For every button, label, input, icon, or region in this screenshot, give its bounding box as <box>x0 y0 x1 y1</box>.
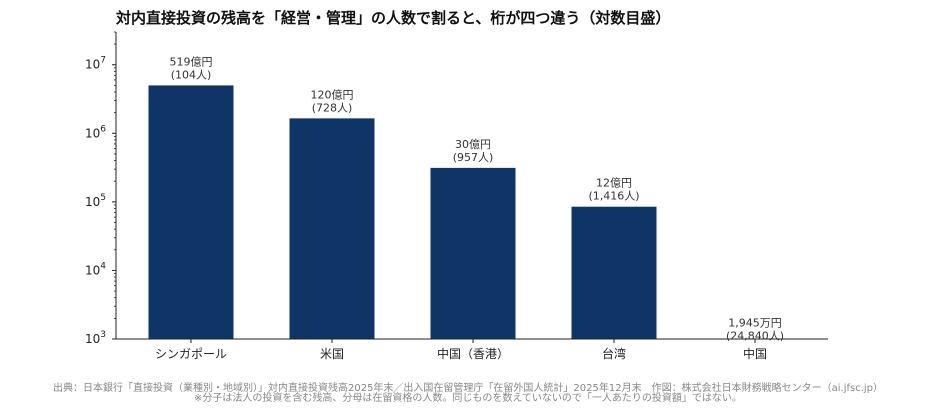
data-label-count: (728人) <box>312 101 353 114</box>
y-tick-label: 103 <box>85 330 106 346</box>
x-tick-label: 中国（香港） <box>437 346 509 361</box>
y-axis: 103 104 105 106 107 <box>85 31 117 346</box>
data-label-amount: 12億円 <box>596 177 632 190</box>
source-note: 出典：日本銀行「直接投資（業種別・地域別）」対内直接投資残高2025年末／出入国… <box>53 381 883 394</box>
bar <box>289 118 375 340</box>
bar <box>571 206 657 339</box>
y-tick-label: 105 <box>85 193 106 209</box>
y-tick-label: 107 <box>85 56 106 72</box>
data-label-count: (104人) <box>171 68 212 81</box>
footnote: ※分子は法人の投資を含む残高、分母は在留資格の人数。同じものを数えていないので「… <box>194 391 742 404</box>
data-label-count: (957人) <box>453 151 494 164</box>
data-label-amount: 30億円 <box>455 138 491 151</box>
x-tick-label: 台湾 <box>602 346 626 361</box>
x-tick-label: 中国 <box>743 346 767 361</box>
chart-title: 対内直接投資の残高を「経営・管理」の人数で割ると、桁が四つ違う（対数目盛） <box>115 9 670 27</box>
bar <box>148 85 234 339</box>
x-tick-label: シンガポール <box>155 347 227 361</box>
bars-group <box>148 85 657 340</box>
data-label-count: (1,416人) <box>588 190 639 203</box>
data-label-amount: 120億円 <box>311 88 354 101</box>
data-label-amount: 519億円 <box>170 55 213 68</box>
x-axis: シンガポール 米国 中国（香港） 台湾 中国 <box>116 338 828 361</box>
data-label-amount: 1,945万円 <box>728 316 782 329</box>
y-tick-label: 106 <box>85 124 106 140</box>
bar <box>430 167 516 339</box>
x-tick-label: 米国 <box>320 347 344 361</box>
y-tick-label: 104 <box>85 261 106 277</box>
